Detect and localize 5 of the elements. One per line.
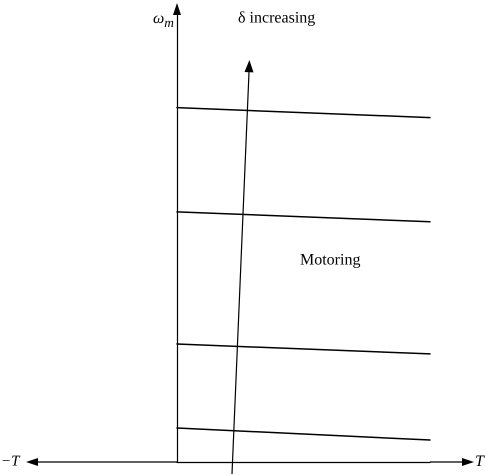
text: δ increasing [238,10,316,26]
annotation: Motoring [300,252,360,268]
x-axis-title: T [475,453,484,470]
y-axis-title: ω$_{m}$ [153,10,174,32]
text: −T [1,454,22,470]
